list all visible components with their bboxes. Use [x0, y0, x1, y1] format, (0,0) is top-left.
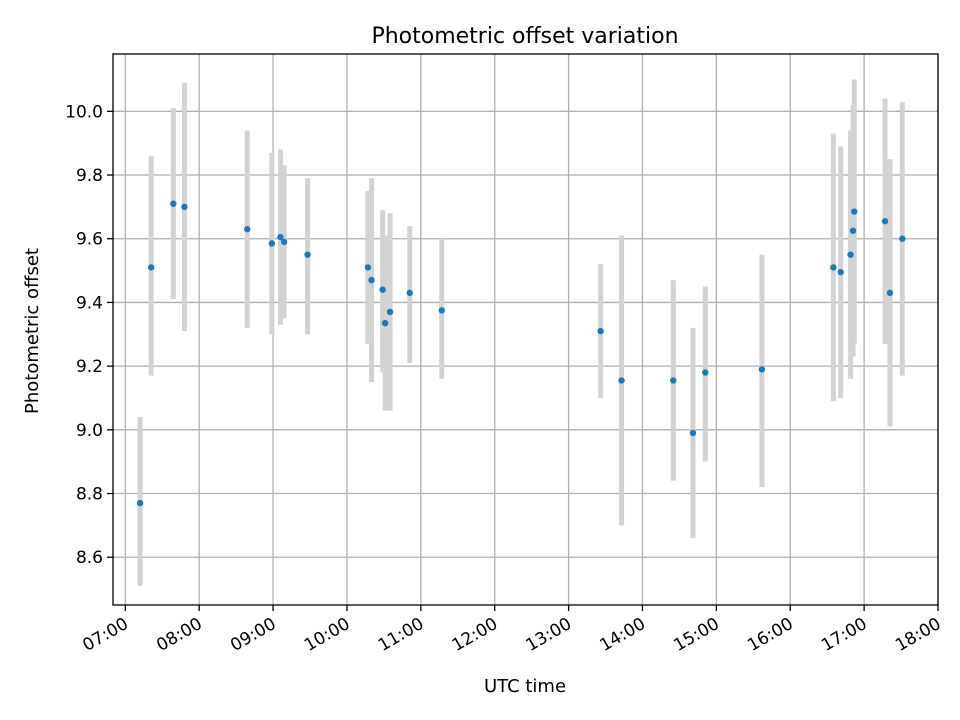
data-point: [280, 238, 288, 246]
data-point: [670, 377, 677, 384]
data-point: [386, 308, 394, 316]
data-point: [364, 264, 372, 271]
y-axis-label: Photometric offset: [22, 248, 43, 414]
data-point: [837, 268, 844, 276]
data-point: [268, 240, 276, 247]
data-point: [758, 366, 766, 373]
data-point: [244, 225, 251, 233]
point-layer: [136, 200, 906, 507]
y-tick-label: 9.6: [76, 230, 103, 250]
y-tick-label: 8.8: [76, 485, 103, 505]
data-point: [136, 499, 144, 507]
data-point: [886, 289, 894, 297]
data-point: [881, 218, 889, 225]
plot-frame: [112, 53, 939, 606]
data-point: [851, 208, 858, 215]
y-tick-label: 9.8: [76, 166, 103, 186]
data-point: [702, 369, 709, 376]
data-point: [379, 286, 386, 293]
data-point: [304, 251, 311, 258]
data-point: [847, 251, 854, 258]
data-point: [849, 227, 857, 234]
y-tick-label: 8.6: [76, 548, 103, 568]
data-point: [438, 307, 445, 314]
data-point: [381, 319, 389, 327]
y-tick-label: 9.4: [76, 293, 103, 313]
data-point: [899, 235, 906, 242]
data-point: [406, 289, 413, 297]
data-point: [618, 377, 625, 384]
data-point: [147, 264, 155, 271]
y-tick-label: 9.0: [76, 421, 103, 441]
data-point: [689, 429, 697, 437]
y-tick-label: 10.0: [65, 102, 103, 122]
data-point: [170, 200, 177, 207]
y-tick-label: 9.2: [76, 357, 103, 377]
chart-title: Photometric offset variation: [371, 24, 678, 49]
data-point: [830, 264, 837, 271]
data-point: [368, 276, 375, 284]
data-point: [277, 233, 284, 241]
data-point: [597, 327, 604, 335]
x-axis-label: UTC time: [484, 676, 566, 697]
data-point: [181, 203, 188, 211]
